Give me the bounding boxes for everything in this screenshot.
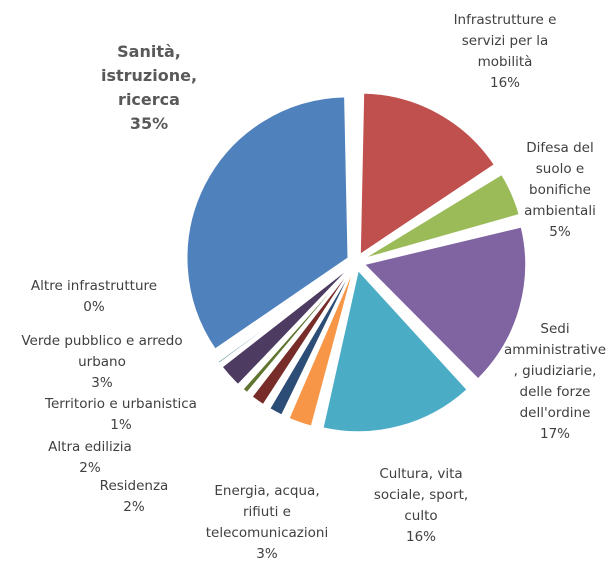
- slice-category-label: ricerca: [118, 90, 180, 109]
- slice-value-label: 5%: [549, 224, 571, 240]
- slice-category-label: Difesa del: [526, 140, 593, 156]
- slice-value-label: 2%: [123, 499, 145, 515]
- slice-category-label: mobilità: [478, 54, 533, 70]
- slice-category-label: Cultura, vita: [379, 466, 462, 482]
- slice-category-label: rifiuti e: [243, 504, 291, 520]
- pie-slice: [217, 266, 350, 364]
- pie-slices: [186, 92, 527, 433]
- slice-category-label: Verde pubblico e arredo: [21, 333, 182, 349]
- pie-slice: [322, 269, 468, 433]
- pie-slice: [251, 269, 352, 406]
- slice-category-label: delle forze: [520, 384, 591, 400]
- slice-value-label: 0%: [83, 299, 105, 315]
- pie-slice: [269, 269, 353, 416]
- slice-category-label: sociale, sport,: [374, 487, 468, 503]
- slice-category-label: Sanità,: [117, 42, 181, 61]
- slice-category-label: servizi per la: [462, 33, 549, 49]
- pie-labels: Infrastrutture e servizi per la mobilità 16…: [21, 12, 606, 562]
- slice-category-label: culto: [404, 508, 437, 524]
- pie-slice: [221, 267, 350, 386]
- slice-value-label: 17%: [540, 426, 570, 442]
- slice-value-label: 3%: [256, 546, 278, 562]
- slice-category-label: Altre infrastrutture: [31, 278, 157, 294]
- slice-category-label: telecomunicazioni: [206, 525, 328, 541]
- slice-category-label: amministrative: [504, 342, 606, 358]
- slice-category-label: Energia, acqua,: [214, 483, 319, 499]
- slice-value-label: 16%: [490, 75, 520, 91]
- slice-category-label: istruzione,: [101, 66, 197, 85]
- pie-slice: [363, 173, 520, 259]
- pie-slice: [363, 226, 527, 380]
- slice-value-label: 2%: [79, 460, 101, 476]
- slice-value-label: 3%: [91, 375, 113, 391]
- pie-slice: [242, 268, 351, 394]
- slice-category-label: ambientali: [524, 203, 596, 219]
- slice-category-label: Altra edilizia: [48, 439, 132, 455]
- slice-category-label: Residenza: [100, 478, 169, 494]
- slice-category-label: Territorio e urbanistica: [44, 396, 197, 412]
- pie-slice: [359, 92, 495, 256]
- slice-category-label: Sedi: [540, 321, 569, 337]
- slice-category-label: urbano: [78, 354, 126, 370]
- slice-category-label: Infrastrutture e: [454, 12, 557, 28]
- slice-value-label: 1%: [110, 417, 132, 433]
- slice-category-label: suolo e: [536, 161, 584, 177]
- slice-value-label: 35%: [130, 114, 168, 133]
- pie-slice: [288, 270, 354, 427]
- slice-value-label: 16%: [406, 529, 436, 545]
- slice-category-label: bonifiche: [529, 182, 591, 198]
- slice-category-label: dell'ordine: [520, 405, 591, 421]
- slice-category-label: , giudiziarie,: [514, 363, 597, 379]
- pie-slice: [186, 96, 349, 350]
